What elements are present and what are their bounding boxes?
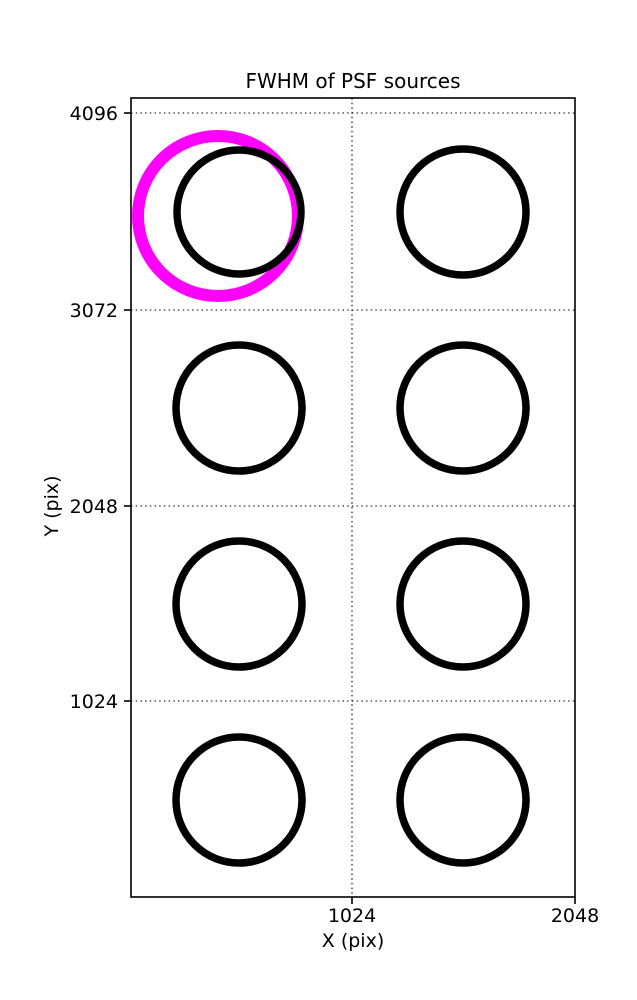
psf-marker	[396, 733, 530, 867]
psf-marker	[396, 537, 530, 671]
axis-frame	[130, 97, 576, 898]
psf-marker	[396, 341, 530, 475]
ytick-label-2048: 2048	[70, 496, 118, 518]
y-tick-labels: 4096 3072 2048 1024	[70, 103, 118, 713]
xtick-label-1024: 1024	[328, 905, 376, 927]
x-axis-label: X (pix)	[322, 930, 384, 952]
psf-marker	[172, 341, 306, 475]
y-axis-label: Y (pix)	[41, 475, 63, 537]
x-tick-labels: 1024 2048	[328, 905, 599, 927]
xtick-label-2048: 2048	[551, 905, 599, 927]
ytick-label-3072: 3072	[70, 300, 118, 322]
tick-marks	[124, 112, 576, 904]
psf-marker	[173, 146, 305, 278]
psf-marker	[172, 537, 306, 671]
ytick-label-1024: 1024	[70, 691, 118, 713]
gridlines	[131, 98, 575, 897]
psf-marker	[172, 733, 306, 867]
chart-title: FWHM of PSF sources	[245, 69, 460, 93]
ytick-label-4096: 4096	[70, 103, 118, 125]
psf-marker	[396, 145, 530, 279]
data-markers	[132, 130, 530, 867]
